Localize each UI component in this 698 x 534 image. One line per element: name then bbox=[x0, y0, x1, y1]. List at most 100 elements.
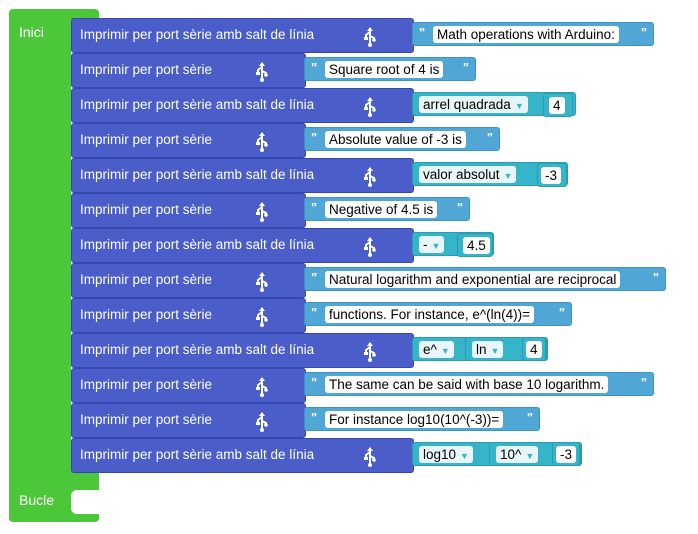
text-field[interactable]: The same can be said with base 10 logari… bbox=[325, 376, 609, 393]
dropdown-arrow-icon: ▼ bbox=[514, 101, 524, 111]
math-block[interactable]: log10 ▼ 10^ ▼ -3 bbox=[412, 442, 582, 466]
text-field[interactable]: Negative of 4.5 is bbox=[325, 201, 438, 218]
operation-value: arrel quadrada bbox=[423, 97, 511, 112]
serial-print-block[interactable]: Imprimir per port sèrie bbox=[71, 298, 306, 333]
operation-dropdown[interactable]: arrel quadrada ▼ bbox=[419, 96, 528, 113]
quote-close: " bbox=[486, 130, 493, 145]
operation-dropdown[interactable]: ln ▼ bbox=[472, 341, 504, 358]
number-field[interactable]: -3 bbox=[541, 167, 562, 184]
socket-tab bbox=[516, 343, 522, 355]
quote-close: " bbox=[652, 270, 659, 285]
serial-println-block[interactable]: Imprimir per port sèrie amb salt de líni… bbox=[71, 18, 414, 53]
socket-tab bbox=[405, 236, 412, 248]
block-label: Imprimir per port sèrie amb salt de líni… bbox=[80, 342, 315, 357]
socket-tab bbox=[297, 411, 304, 423]
usb-icon bbox=[256, 272, 268, 292]
socket-tab bbox=[297, 376, 304, 388]
number-block[interactable]: -3 bbox=[552, 442, 580, 466]
serial-print-block[interactable]: Imprimir per port sèrie bbox=[71, 193, 306, 228]
number-field[interactable]: 4 bbox=[549, 97, 565, 114]
text-block[interactable]: " For instance log10(10^(-3))= " bbox=[304, 407, 540, 431]
number-field[interactable]: 4 bbox=[526, 341, 542, 358]
block-label: Imprimir per port sèrie amb salt de líni… bbox=[80, 167, 315, 182]
math-block[interactable]: 10^ ▼ -3 bbox=[489, 442, 581, 466]
math-block[interactable]: arrel quadrada ▼ 4 bbox=[412, 92, 576, 117]
serial-print-block[interactable]: Imprimir per port sèrie bbox=[71, 123, 306, 158]
operation-dropdown[interactable]: 10^ ▼ bbox=[496, 446, 539, 463]
socket-tab bbox=[531, 168, 537, 180]
number-field[interactable]: -3 bbox=[556, 446, 577, 463]
serial-print-block[interactable]: Imprimir per port sèrie bbox=[71, 403, 306, 438]
block-label: Imprimir per port sèrie amb salt de líni… bbox=[80, 447, 315, 462]
socket-tab bbox=[405, 166, 412, 178]
text-block[interactable]: " Negative of 4.5 is " bbox=[304, 197, 470, 221]
operation-dropdown[interactable]: valor absolut ▼ bbox=[419, 166, 517, 183]
setup-notch bbox=[71, 490, 99, 514]
serial-println-block[interactable]: Imprimir per port sèrie amb salt de líni… bbox=[71, 438, 414, 473]
serial-print-block[interactable]: Imprimir per port sèrie bbox=[71, 368, 306, 403]
number-block[interactable]: -3 bbox=[537, 163, 567, 187]
operation-dropdown[interactable]: - ▼ bbox=[419, 236, 445, 253]
operation-dropdown[interactable]: log10 ▼ bbox=[419, 446, 473, 463]
text-block[interactable]: " Natural logarithm and exponential are … bbox=[304, 267, 666, 291]
number-field[interactable]: 4.5 bbox=[463, 237, 490, 254]
text-block[interactable]: " Square root of 4 is " bbox=[304, 57, 476, 81]
serial-println-block[interactable]: Imprimir per port sèrie amb salt de líni… bbox=[71, 88, 414, 123]
socket-tab bbox=[297, 306, 304, 318]
number-block[interactable]: 4.5 bbox=[457, 233, 493, 257]
number-block[interactable]: 4 bbox=[543, 93, 573, 117]
dropdown-arrow-icon: ▼ bbox=[503, 171, 513, 181]
serial-println-block[interactable]: Imprimir per port sèrie amb salt de líni… bbox=[71, 228, 414, 263]
number-block[interactable]: 4 bbox=[522, 337, 546, 361]
socket-tab bbox=[546, 448, 552, 460]
text-block[interactable]: " Math operations with Arduino: " bbox=[412, 22, 654, 46]
text-block[interactable]: " Absolute value of -3 is " bbox=[304, 127, 500, 151]
block-label: Imprimir per port sèrie amb salt de líni… bbox=[80, 237, 315, 252]
math-block[interactable]: - ▼ 4.5 bbox=[412, 232, 494, 257]
text-field[interactable]: Square root of 4 is bbox=[325, 61, 444, 78]
text-field[interactable]: Natural logarithm and exponential are re… bbox=[325, 271, 621, 288]
quote-close: " bbox=[526, 410, 533, 425]
socket-tab bbox=[483, 448, 489, 460]
text-field[interactable]: Absolute value of -3 is bbox=[325, 131, 466, 148]
quote-open: " bbox=[419, 25, 426, 40]
quote-close: " bbox=[456, 200, 463, 215]
setup-label: Inici bbox=[19, 24, 44, 40]
text-field[interactable]: For instance log10(10^(-3))= bbox=[325, 411, 504, 428]
socket-tab bbox=[537, 98, 543, 110]
text-block[interactable]: " functions. For instance, e^(ln(4))= " bbox=[304, 302, 572, 326]
text-block[interactable]: " The same can be said with base 10 loga… bbox=[304, 372, 654, 396]
math-block[interactable]: ln ▼ 4 bbox=[465, 337, 547, 361]
quote-close: " bbox=[558, 305, 565, 320]
socket-tab bbox=[297, 61, 304, 73]
quote-open: " bbox=[311, 305, 318, 320]
serial-print-block[interactable]: Imprimir per port sèrie bbox=[71, 263, 306, 298]
usb-icon bbox=[256, 307, 268, 327]
text-field[interactable]: functions. For instance, e^(ln(4))= bbox=[325, 306, 535, 323]
operation-value: valor absolut bbox=[423, 167, 500, 182]
math-block[interactable]: valor absolut ▼ -3 bbox=[412, 162, 568, 187]
socket-tab bbox=[297, 201, 304, 213]
socket-tab bbox=[451, 238, 457, 250]
dropdown-arrow-icon: ▼ bbox=[431, 241, 441, 251]
quote-open: " bbox=[311, 130, 318, 145]
dropdown-arrow-icon: ▼ bbox=[440, 346, 450, 356]
usb-icon bbox=[256, 202, 268, 222]
operation-dropdown[interactable]: e^ ▼ bbox=[419, 341, 454, 358]
usb-icon bbox=[364, 342, 376, 362]
usb-icon bbox=[364, 447, 376, 467]
dropdown-arrow-icon: ▼ bbox=[460, 451, 469, 461]
text-field[interactable]: Math operations with Arduino: bbox=[433, 26, 619, 43]
serial-print-block[interactable]: Imprimir per port sèrie bbox=[71, 53, 306, 88]
block-label: Imprimir per port sèrie amb salt de líni… bbox=[80, 27, 315, 42]
usb-icon bbox=[256, 377, 268, 397]
quote-open: " bbox=[311, 200, 318, 215]
usb-icon bbox=[364, 237, 376, 257]
block-label: Imprimir per port sèrie bbox=[80, 307, 213, 322]
block-label: Imprimir per port sèrie bbox=[80, 132, 213, 147]
serial-println-block[interactable]: Imprimir per port sèrie amb salt de líni… bbox=[71, 158, 414, 193]
usb-icon bbox=[256, 132, 268, 152]
math-block[interactable]: e^ ▼ ln ▼ 4 bbox=[412, 337, 548, 361]
serial-println-block[interactable]: Imprimir per port sèrie amb salt de líni… bbox=[71, 333, 414, 368]
usb-icon bbox=[256, 62, 268, 82]
